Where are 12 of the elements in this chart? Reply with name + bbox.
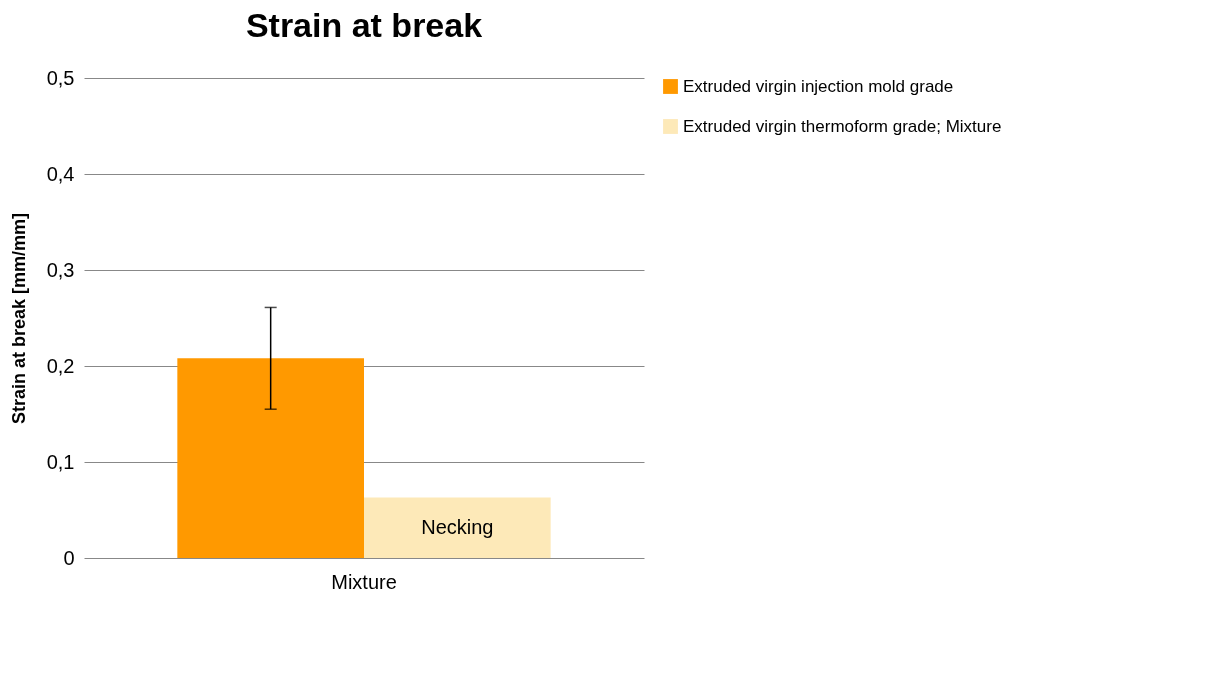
legend-label: Extruded virgin injection mold grade (683, 76, 954, 96)
y-tick-label: 0,3 (46, 258, 75, 281)
y-tick-label: 0,5 (46, 66, 75, 89)
y-tick-label: 0,2 (46, 354, 75, 377)
chart-title: Strain at break (245, 6, 483, 44)
y-tick-label: 0 (63, 546, 75, 569)
y-tick-label: 0,1 (46, 450, 75, 473)
x-tick-label: Mixture (331, 570, 397, 593)
y-axis-title: Strain at break [mm/mm] (8, 212, 29, 425)
y-tick-label: 0,4 (46, 162, 75, 185)
annotation: Necking (421, 515, 494, 538)
legend-label: Extruded virgin thermoform grade; Mixture (683, 116, 1002, 136)
